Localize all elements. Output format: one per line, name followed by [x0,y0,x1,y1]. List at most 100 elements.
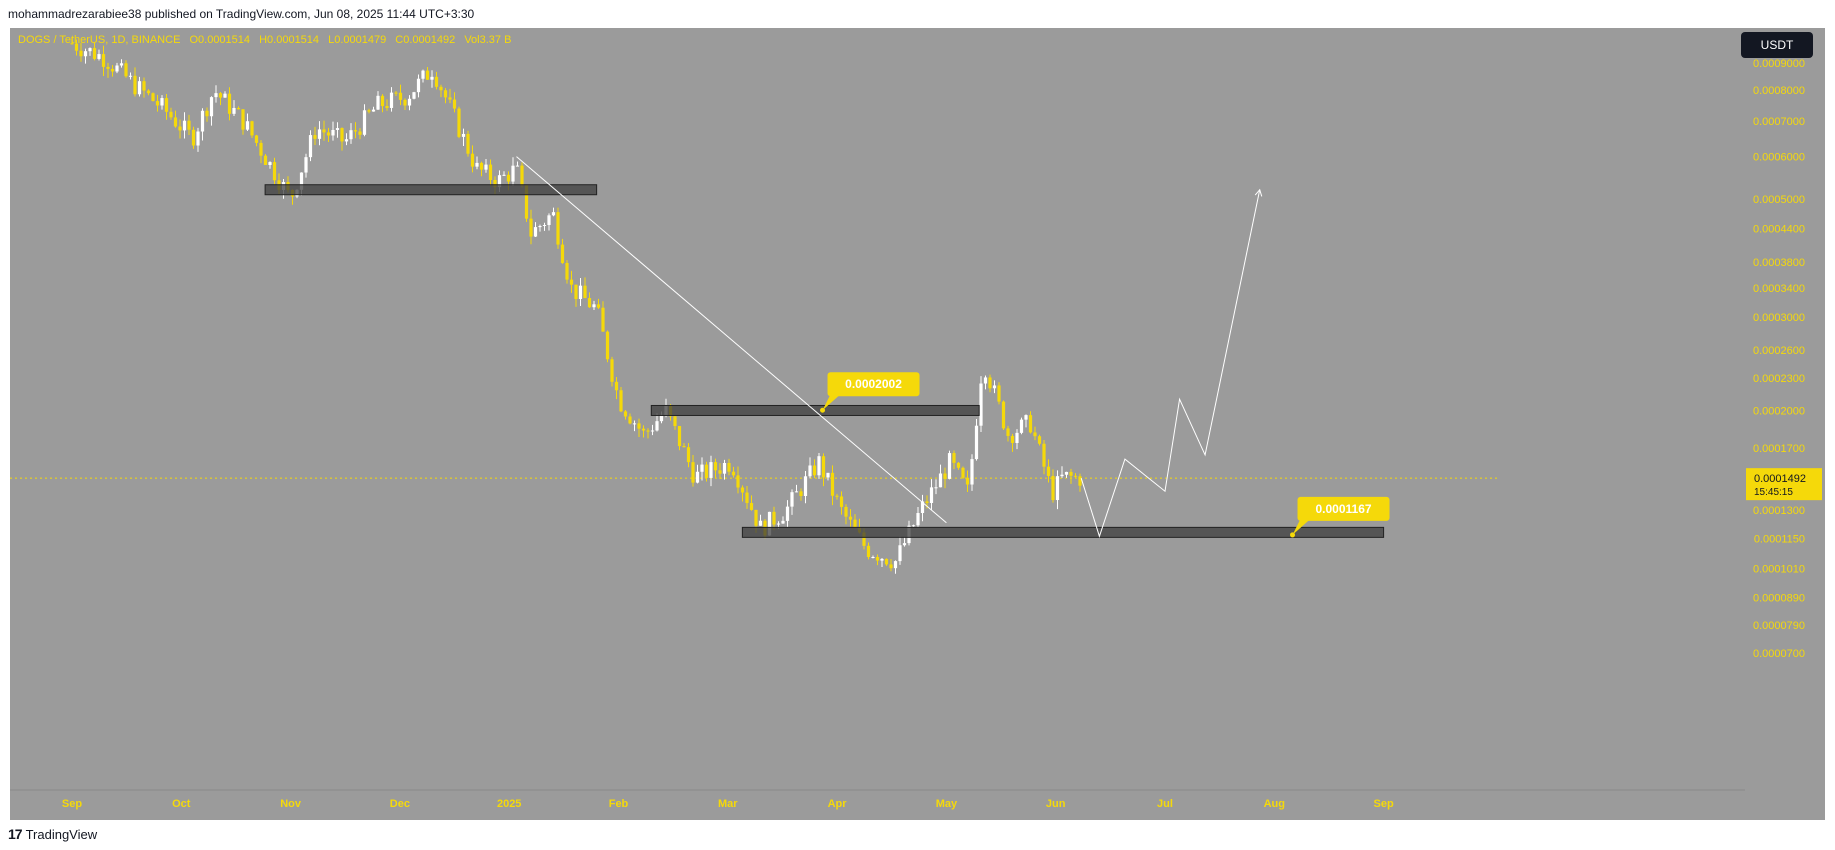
candle-body[interactable] [124,63,128,77]
candle-body[interactable] [106,66,110,69]
candle-body[interactable] [263,155,268,165]
candle-body[interactable] [182,120,187,131]
candle-body[interactable] [736,475,740,488]
candle-body[interactable] [461,133,466,137]
candle-body[interactable] [520,165,524,186]
candle-body[interactable] [862,532,866,546]
candle-body[interactable] [470,153,475,167]
candle-body[interactable] [560,244,565,263]
candle-body[interactable] [556,212,560,245]
candle-body[interactable] [83,51,88,57]
candle-body[interactable] [92,48,97,59]
candle-body[interactable] [853,519,857,528]
candle-body[interactable] [272,162,277,181]
candle-body[interactable] [655,421,659,431]
candle-body[interactable] [574,284,578,299]
candle-body[interactable] [673,416,677,427]
candle-body[interactable] [214,93,218,98]
candle-body[interactable] [601,307,605,332]
candle-body[interactable] [142,81,146,91]
candle-body[interactable] [511,165,515,182]
candle-body[interactable] [191,129,196,146]
candle-body[interactable] [911,525,916,527]
candle-body[interactable] [335,128,340,130]
candle-body[interactable] [313,135,317,139]
candle-body[interactable] [650,430,655,432]
candle-body[interactable] [515,165,520,167]
candle-body[interactable] [569,279,574,285]
candle-body[interactable] [880,558,884,561]
candle-body[interactable] [614,381,619,391]
candle-body[interactable] [700,464,704,472]
candle-body[interactable] [317,129,322,139]
candle-body[interactable] [884,558,889,565]
candle-body[interactable] [1051,475,1055,501]
candle-body[interactable] [799,491,803,497]
price-chart[interactable]: 0.0002002 0.0001167 0.0009000 0.0008000 0.00… [10,28,1825,820]
candle-body[interactable] [74,43,79,51]
candle-body[interactable] [817,456,821,476]
candle-body[interactable] [97,54,101,59]
candle-body[interactable] [362,110,367,135]
candle-body[interactable] [709,462,713,478]
candle-body[interactable] [695,471,700,483]
candle-body[interactable] [488,164,493,181]
currency-button[interactable]: USDT [1741,32,1813,58]
candle-body[interactable] [893,561,898,569]
candle-body[interactable] [304,157,308,173]
candle-body[interactable] [641,428,646,431]
candle-body[interactable] [916,513,920,526]
candle-body[interactable] [245,121,250,130]
candle-body[interactable] [367,110,371,112]
candle-body[interactable] [1001,401,1006,429]
candle-body[interactable] [502,174,506,176]
candle-body[interactable] [1010,435,1015,443]
support-resistance-zone[interactable] [264,184,598,196]
candle-body[interactable] [385,106,389,108]
candle-body[interactable] [484,164,488,170]
candle-body[interactable] [164,98,169,112]
candle-body[interactable] [196,131,200,146]
candle-body[interactable] [592,304,596,308]
candle-body[interactable] [394,92,398,94]
projection-path[interactable] [1080,189,1261,538]
candle-body[interactable] [524,185,529,219]
candle-body[interactable] [353,130,358,132]
candle-body[interactable] [790,492,794,507]
candle-body[interactable] [506,174,511,182]
candle-body[interactable] [844,506,848,517]
candle-body[interactable] [299,172,304,190]
candle-body[interactable] [1078,476,1082,486]
candle-body[interactable] [151,93,155,102]
candle-body[interactable] [934,487,938,489]
candle-body[interactable] [1060,474,1064,477]
candle-body[interactable] [389,92,394,108]
candle-body[interactable] [979,383,983,426]
candle-body[interactable] [380,95,385,107]
candle-body[interactable] [745,492,749,503]
candle-body[interactable] [232,107,236,114]
candle-body[interactable] [587,298,592,308]
candle-body[interactable] [493,180,497,188]
candle-body[interactable] [682,446,686,448]
candle-body[interactable] [983,377,988,384]
candle-body[interactable] [398,92,403,100]
candle-body[interactable] [331,129,335,136]
candle-body[interactable] [826,472,830,478]
candle-body[interactable] [119,63,124,66]
candle-body[interactable] [992,385,997,389]
candle-body[interactable] [241,109,245,130]
candle-body[interactable] [227,93,232,114]
candle-body[interactable] [758,520,763,526]
candle-body[interactable] [457,108,461,137]
candle-body[interactable] [956,462,961,468]
candle-body[interactable] [416,78,421,93]
candle-body[interactable] [848,516,853,520]
candle-body[interactable] [808,465,812,477]
candle-body[interactable] [1069,471,1073,476]
candle-body[interactable] [443,90,448,98]
candle-body[interactable] [794,491,799,493]
candle-body[interactable] [970,459,974,485]
candle-body[interactable] [160,98,164,106]
candle-body[interactable] [1046,466,1051,476]
